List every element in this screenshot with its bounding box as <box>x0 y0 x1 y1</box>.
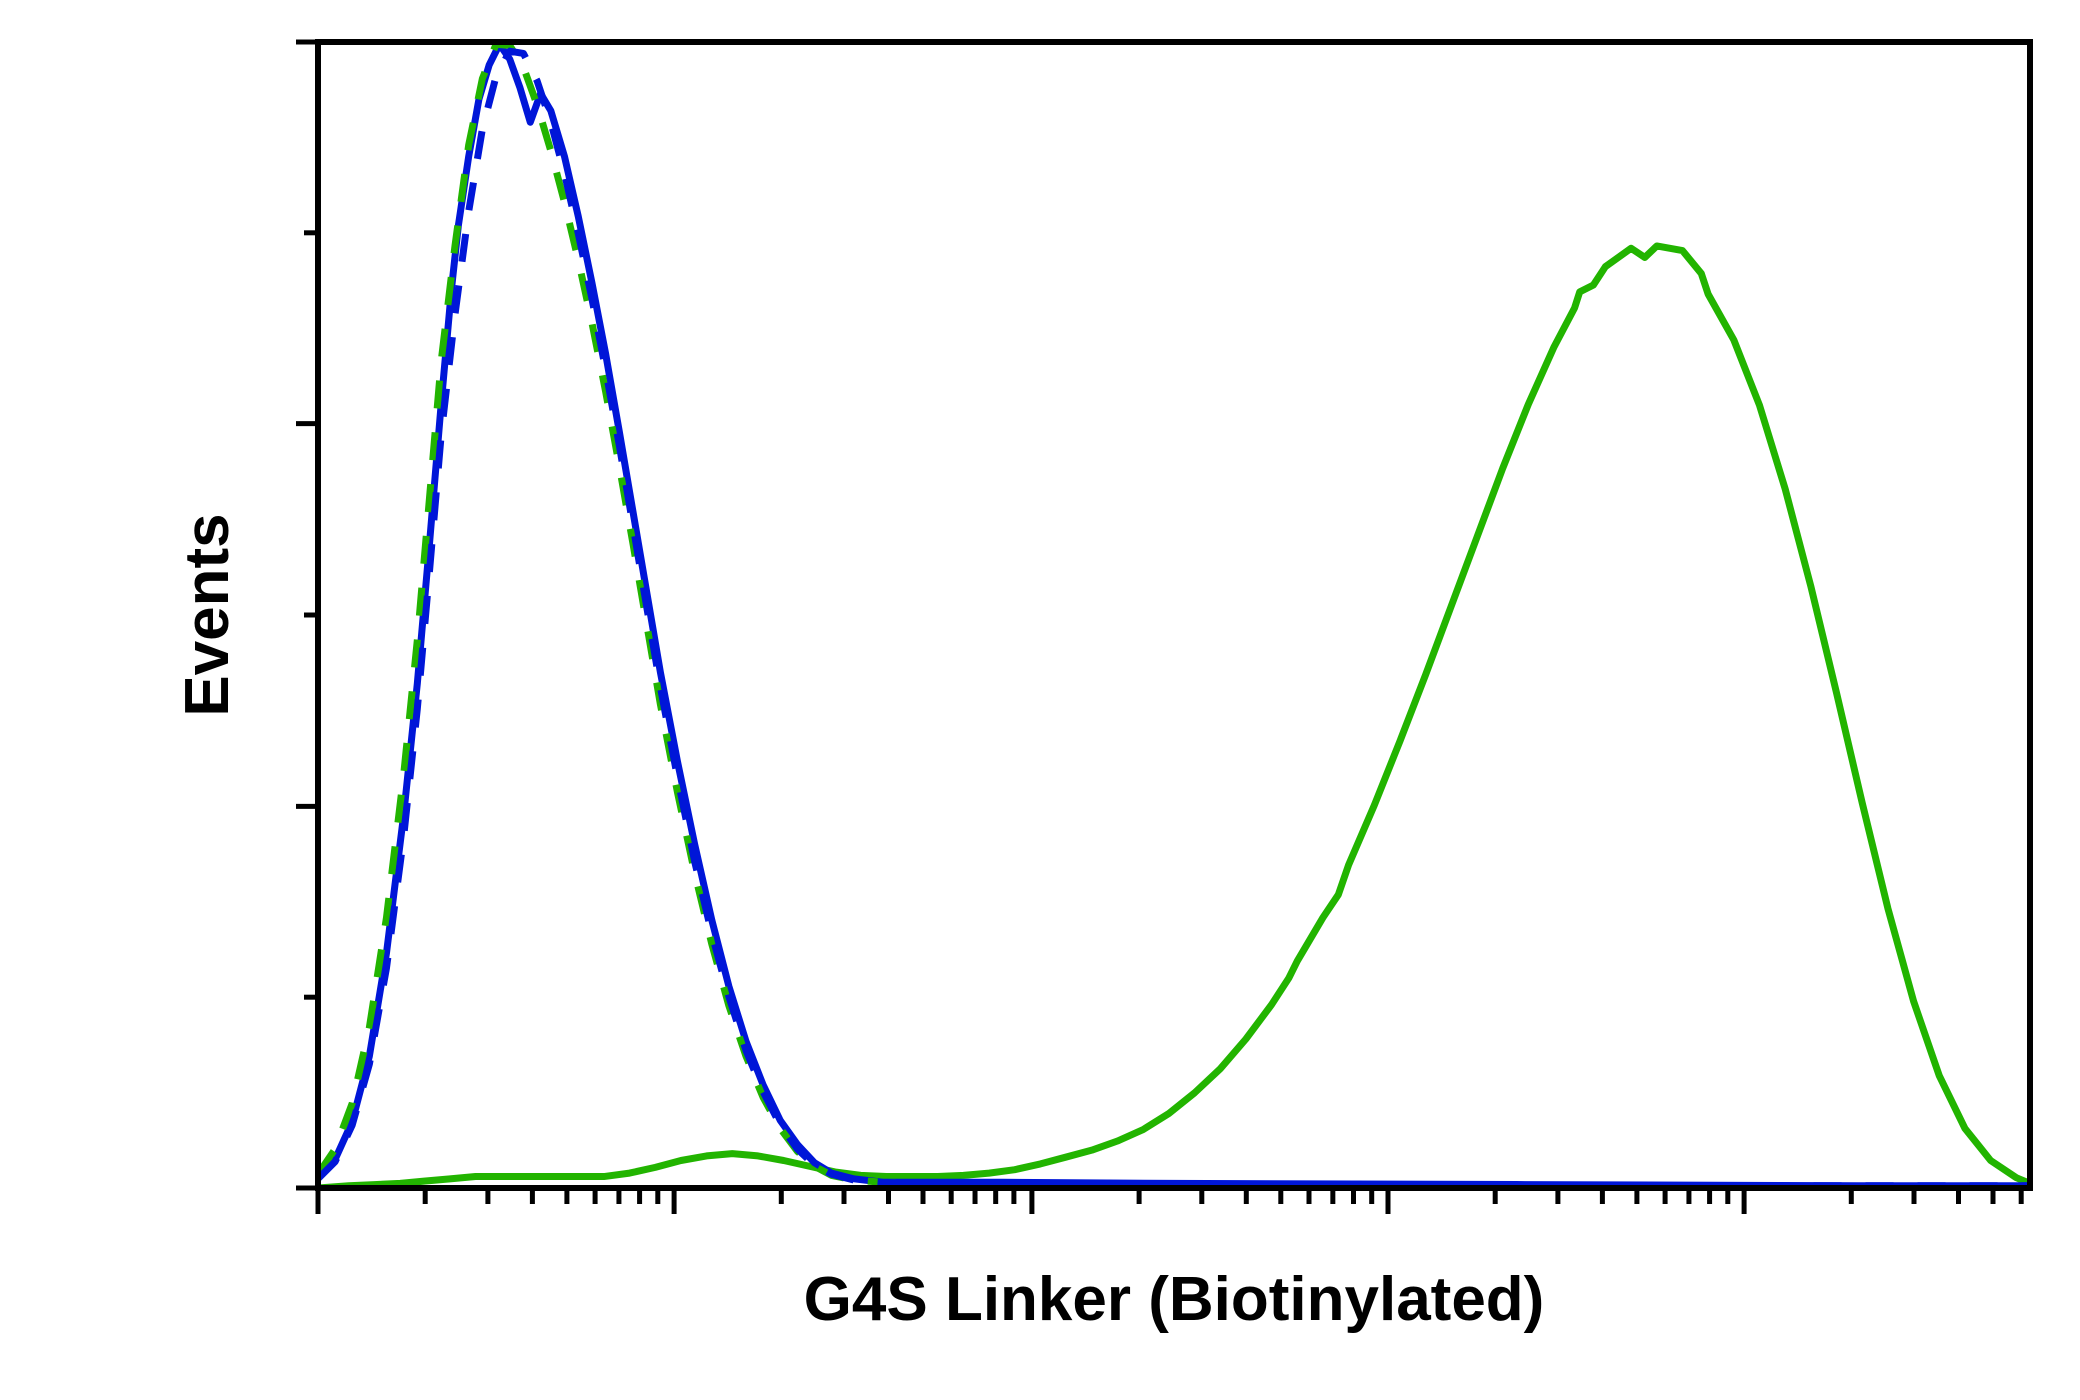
figure-root: Events G4S Linker (Biotinylated) <box>0 0 2080 1400</box>
histogram-svg: Events G4S Linker (Biotinylated) <box>0 0 2080 1400</box>
x-axis-label: G4S Linker (Biotinylated) <box>804 1265 1545 1334</box>
y-axis-label: Events <box>173 513 242 716</box>
